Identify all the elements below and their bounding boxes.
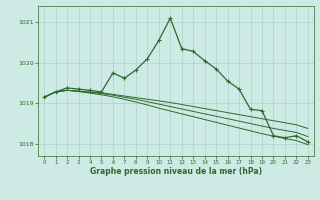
X-axis label: Graphe pression niveau de la mer (hPa): Graphe pression niveau de la mer (hPa): [90, 167, 262, 176]
